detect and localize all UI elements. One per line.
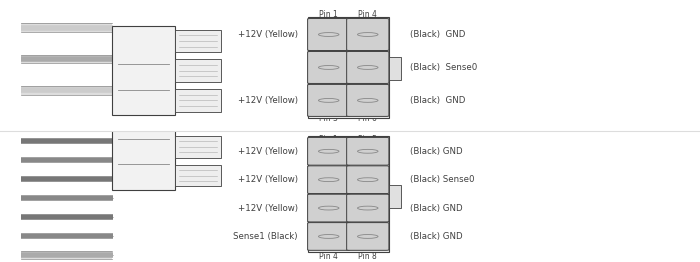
FancyBboxPatch shape (307, 166, 350, 194)
Text: Pin 5: Pin 5 (358, 135, 377, 144)
FancyBboxPatch shape (307, 194, 350, 222)
Bar (21, 250, 112, 259)
Bar (175, 59, 220, 82)
Bar (308, 136, 388, 252)
Text: +12V (Yellow): +12V (Yellow) (237, 147, 298, 156)
Bar (175, 165, 220, 187)
Bar (21, 55, 112, 63)
FancyBboxPatch shape (307, 223, 350, 250)
Text: Sense1 (Black): Sense1 (Black) (233, 232, 298, 241)
FancyBboxPatch shape (346, 84, 389, 116)
Bar (175, 107, 220, 129)
Text: (Black)  Sense0: (Black) Sense0 (410, 63, 477, 72)
FancyBboxPatch shape (307, 84, 350, 116)
Text: (Black)  GND: (Black) GND (410, 30, 465, 39)
FancyBboxPatch shape (346, 166, 389, 194)
Text: (Black) GND: (Black) GND (410, 147, 462, 156)
Bar (112, 26, 175, 115)
Text: (Black) Sense0: (Black) Sense0 (410, 175, 474, 184)
FancyBboxPatch shape (346, 223, 389, 250)
Text: (Black) GND: (Black) GND (410, 232, 462, 241)
FancyBboxPatch shape (346, 138, 389, 165)
Text: Pin 4: Pin 4 (358, 10, 377, 19)
Text: Pin 3: Pin 3 (319, 114, 338, 123)
Text: +12V (Yellow): +12V (Yellow) (237, 175, 298, 184)
Text: (Black)  GND: (Black) GND (410, 96, 465, 105)
Text: Pin 1: Pin 1 (319, 135, 338, 144)
FancyBboxPatch shape (307, 138, 350, 165)
Bar (175, 78, 220, 100)
Bar (389, 57, 401, 80)
Text: Pin 8: Pin 8 (358, 252, 377, 261)
Text: +12V (Yellow): +12V (Yellow) (237, 30, 298, 39)
Text: +12V (Yellow): +12V (Yellow) (237, 204, 298, 212)
Text: (Black) GND: (Black) GND (410, 204, 462, 212)
Text: Pin 4: Pin 4 (319, 252, 338, 261)
FancyBboxPatch shape (307, 19, 350, 51)
Text: Pin 1: Pin 1 (319, 10, 338, 19)
Bar (175, 30, 220, 52)
FancyBboxPatch shape (346, 19, 389, 51)
FancyBboxPatch shape (307, 51, 350, 84)
Text: Pin 6: Pin 6 (358, 114, 377, 123)
Bar (175, 136, 220, 158)
Bar (175, 89, 220, 112)
Bar (389, 185, 401, 208)
Text: +12V (Yellow): +12V (Yellow) (237, 96, 298, 105)
Bar (21, 23, 112, 32)
FancyBboxPatch shape (346, 194, 389, 222)
Bar (21, 86, 112, 95)
Bar (308, 17, 388, 118)
FancyBboxPatch shape (346, 51, 389, 84)
Bar (112, 75, 175, 190)
